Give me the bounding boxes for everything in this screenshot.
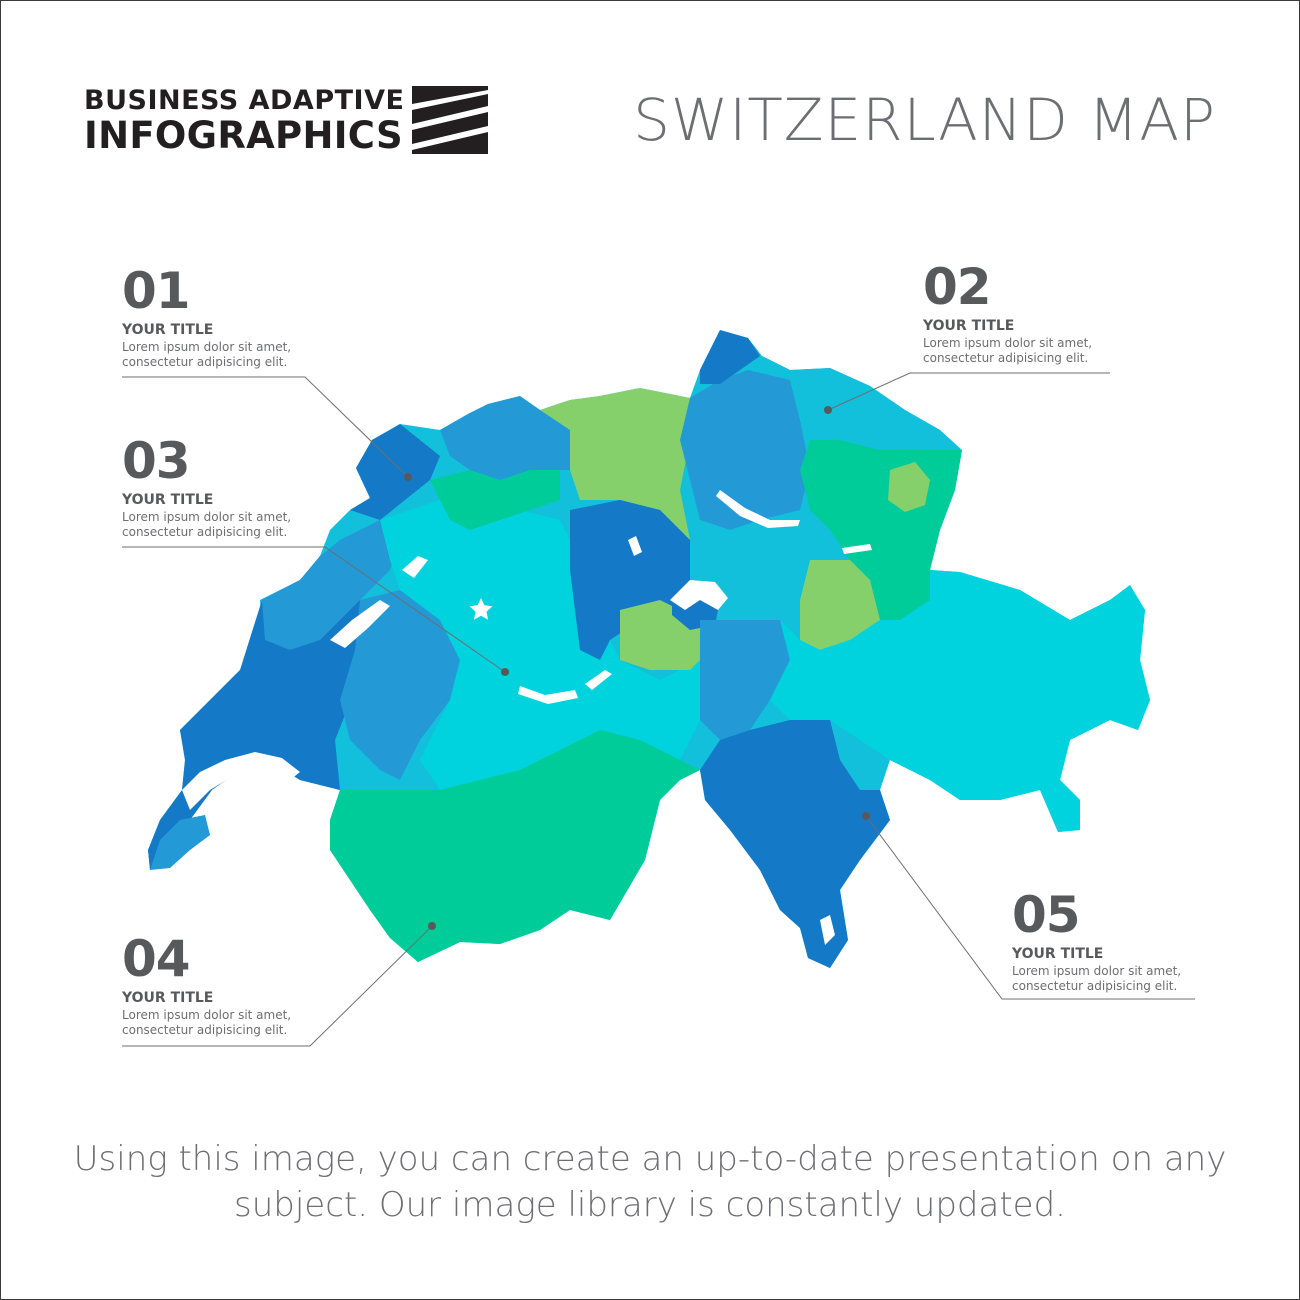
leader-line-03: [122, 546, 506, 673]
lake-brienz: [585, 670, 612, 690]
region-fribourg: [340, 590, 460, 780]
region-schwyz: [700, 520, 810, 620]
callout-number: 05: [1012, 886, 1081, 944]
region-lucerne: [570, 500, 690, 660]
brand-line-2: INFOGRAPHICS: [84, 113, 403, 157]
callout-number: 02: [923, 258, 992, 316]
brand-line-1: BUSINESS ADAPTIVE: [84, 84, 405, 116]
region-aargau: [540, 388, 690, 540]
brand-text: BUSINESS ADAPTIVE INFOGRAPHICS: [84, 87, 404, 154]
callout-04: 04 YOUR TITLE Lorem ipsum dolor sit amet…: [122, 934, 332, 1038]
page-title: SWITZERLAND MAP: [633, 86, 1216, 154]
footer-caption: Using this image, you can create an up-t…: [73, 1139, 1227, 1225]
callout-title: YOUR TITLE: [1012, 946, 1104, 962]
lake-thun: [518, 686, 578, 704]
region-geneva: [150, 815, 210, 870]
region-schaffhausen: [700, 330, 760, 384]
marker-dot-03: [501, 668, 509, 676]
leader-line-02: [827, 372, 1110, 411]
callout-02: 02 YOUR TITLE Lorem ipsum dolor sit amet…: [923, 262, 1133, 366]
callout-number: 01: [122, 262, 191, 320]
marker-dot-05: [862, 812, 870, 820]
region-ticino: [700, 720, 890, 968]
callout-title: YOUR TITLE: [923, 318, 1015, 334]
lake-biel: [402, 556, 428, 578]
region-uri: [700, 620, 790, 740]
lake-constance: [842, 544, 872, 554]
callout-title: YOUR TITLE: [122, 492, 214, 508]
region-glarus: [800, 560, 880, 650]
region-basel: [440, 396, 580, 480]
callout-text: Lorem ipsum dolor sit amet, consectetur …: [122, 510, 292, 539]
star-icon: [469, 598, 493, 620]
callout-title: YOUR TITLE: [122, 990, 214, 1006]
marker-dot-04: [428, 922, 436, 930]
leader-line-05: [865, 815, 1195, 1000]
stripes-logo-icon: [412, 86, 489, 154]
lake-zurich: [716, 490, 800, 528]
brand-logo: BUSINESS ADAPTIVE INFOGRAPHICS: [84, 86, 489, 154]
region-thurgau: [762, 356, 940, 450]
callout-text: Lorem ipsum dolor sit amet, consectetur …: [923, 336, 1093, 365]
lake-geneva: [182, 752, 300, 810]
callout-title: YOUR TITLE: [122, 322, 214, 338]
region-valais: [330, 730, 700, 962]
leader-line-01: [122, 376, 409, 478]
lake-neuchatel: [330, 600, 390, 648]
region-bern: [380, 500, 700, 790]
leader-lines: [122, 372, 1195, 1047]
callout-text: Lorem ipsum dolor sit amet, consectetur …: [122, 340, 292, 369]
leader-line-04: [122, 925, 433, 1047]
marker-dot-02: [824, 406, 832, 414]
region-appenzell: [888, 462, 930, 512]
callout-01: 01 YOUR TITLE Lorem ipsum dolor sit amet…: [122, 266, 332, 370]
region-solothurn: [430, 470, 560, 530]
region-zurich: [680, 370, 810, 530]
callout-03: 03 YOUR TITLE Lorem ipsum dolor sit amet…: [122, 436, 332, 540]
callout-05: 05 YOUR TITLE Lorem ipsum dolor sit amet…: [1012, 890, 1222, 994]
marker-dots: [404, 406, 870, 930]
region-graubunden: [770, 570, 1150, 832]
marker-dot-01: [404, 473, 412, 481]
region-jura: [350, 424, 440, 520]
callout-number: 04: [122, 930, 191, 988]
callout-text: Lorem ipsum dolor sit amet, consectetur …: [1012, 964, 1182, 993]
lake-sempach: [628, 536, 642, 556]
callout-text: Lorem ipsum dolor sit amet, consectetur …: [122, 1008, 292, 1037]
callout-number: 03: [122, 432, 191, 490]
region-neuchatel: [262, 520, 400, 650]
lake-maggiore: [820, 915, 835, 945]
lake-lucerne: [670, 580, 728, 610]
